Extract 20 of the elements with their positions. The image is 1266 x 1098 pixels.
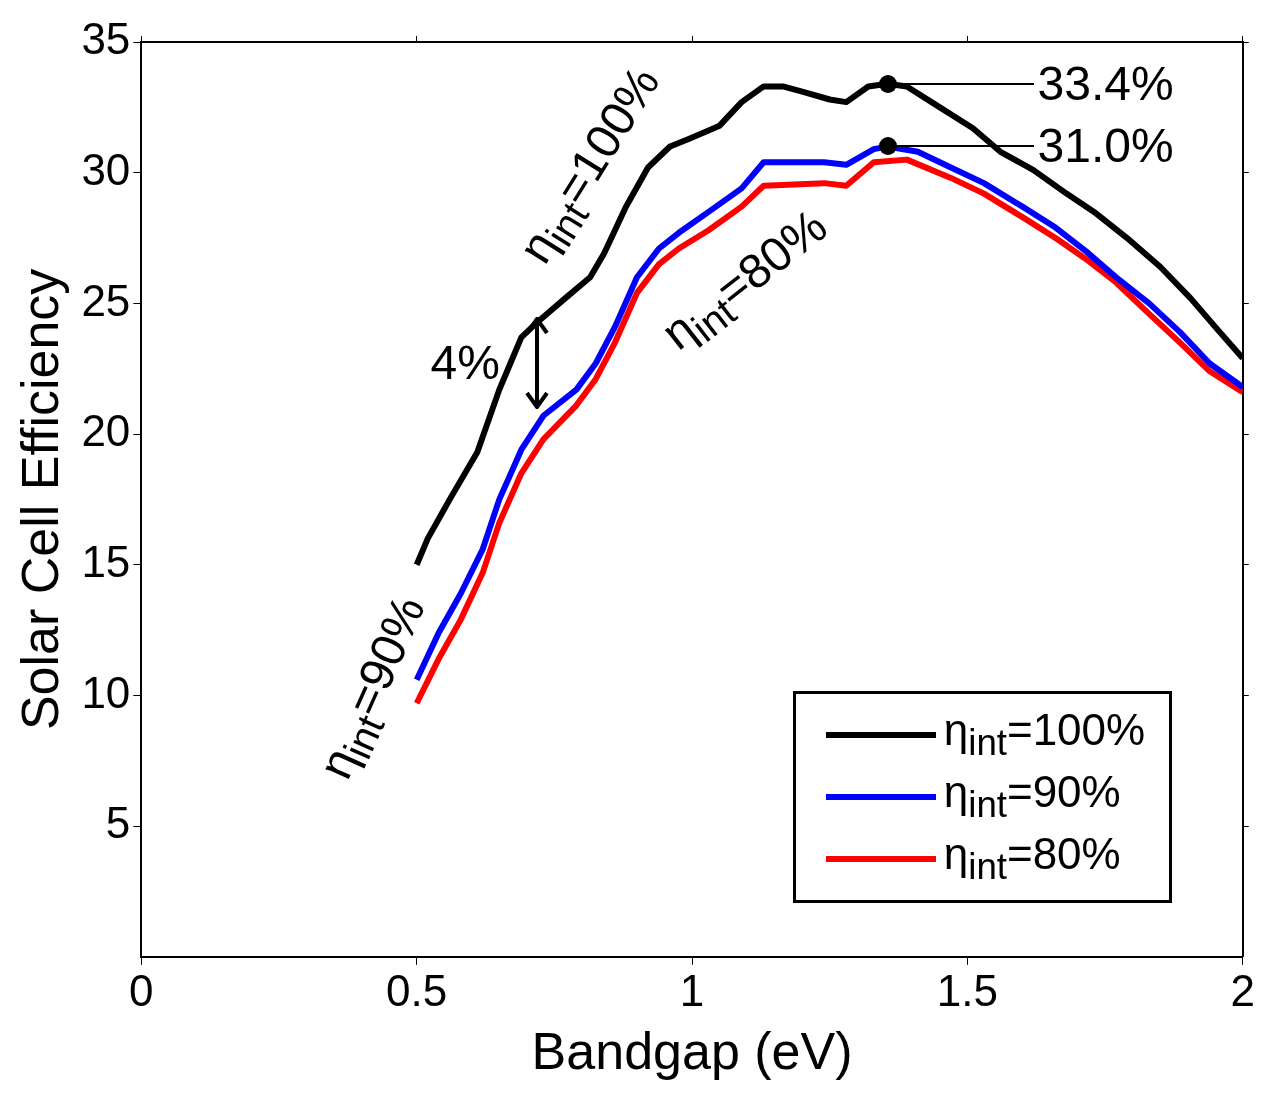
annotation: 4%: [430, 336, 500, 390]
y-axis-title: Solar Cell Efficiency: [10, 268, 69, 731]
y-tick-label: 15: [81, 536, 131, 586]
annotation: 31.0%: [1037, 119, 1174, 173]
legend-label: η$_{int}$=90%: [943, 767, 1121, 827]
y-tick-label: 20: [81, 406, 131, 456]
x-axis-title: Bandgap (eV): [531, 1022, 853, 1081]
y-tick-label: 30: [81, 144, 131, 194]
y-tick-label: 5: [105, 798, 131, 848]
legend-label: η$_{int}$=100%: [943, 705, 1146, 765]
legend-label: η$_{int}$=80%: [943, 829, 1121, 889]
x-tick-label: 2: [1230, 966, 1256, 1016]
y-tick-label: 25: [81, 275, 131, 325]
y-tick-label: 10: [81, 667, 131, 717]
y-tick-label: 35: [81, 14, 131, 64]
x-tick-label: 0: [129, 966, 154, 1016]
x-tick-label: 1.5: [936, 966, 998, 1016]
annotation: 33.4%: [1037, 56, 1174, 110]
x-tick-label: 0.5: [386, 966, 448, 1016]
x-tick-label: 1: [679, 966, 705, 1016]
